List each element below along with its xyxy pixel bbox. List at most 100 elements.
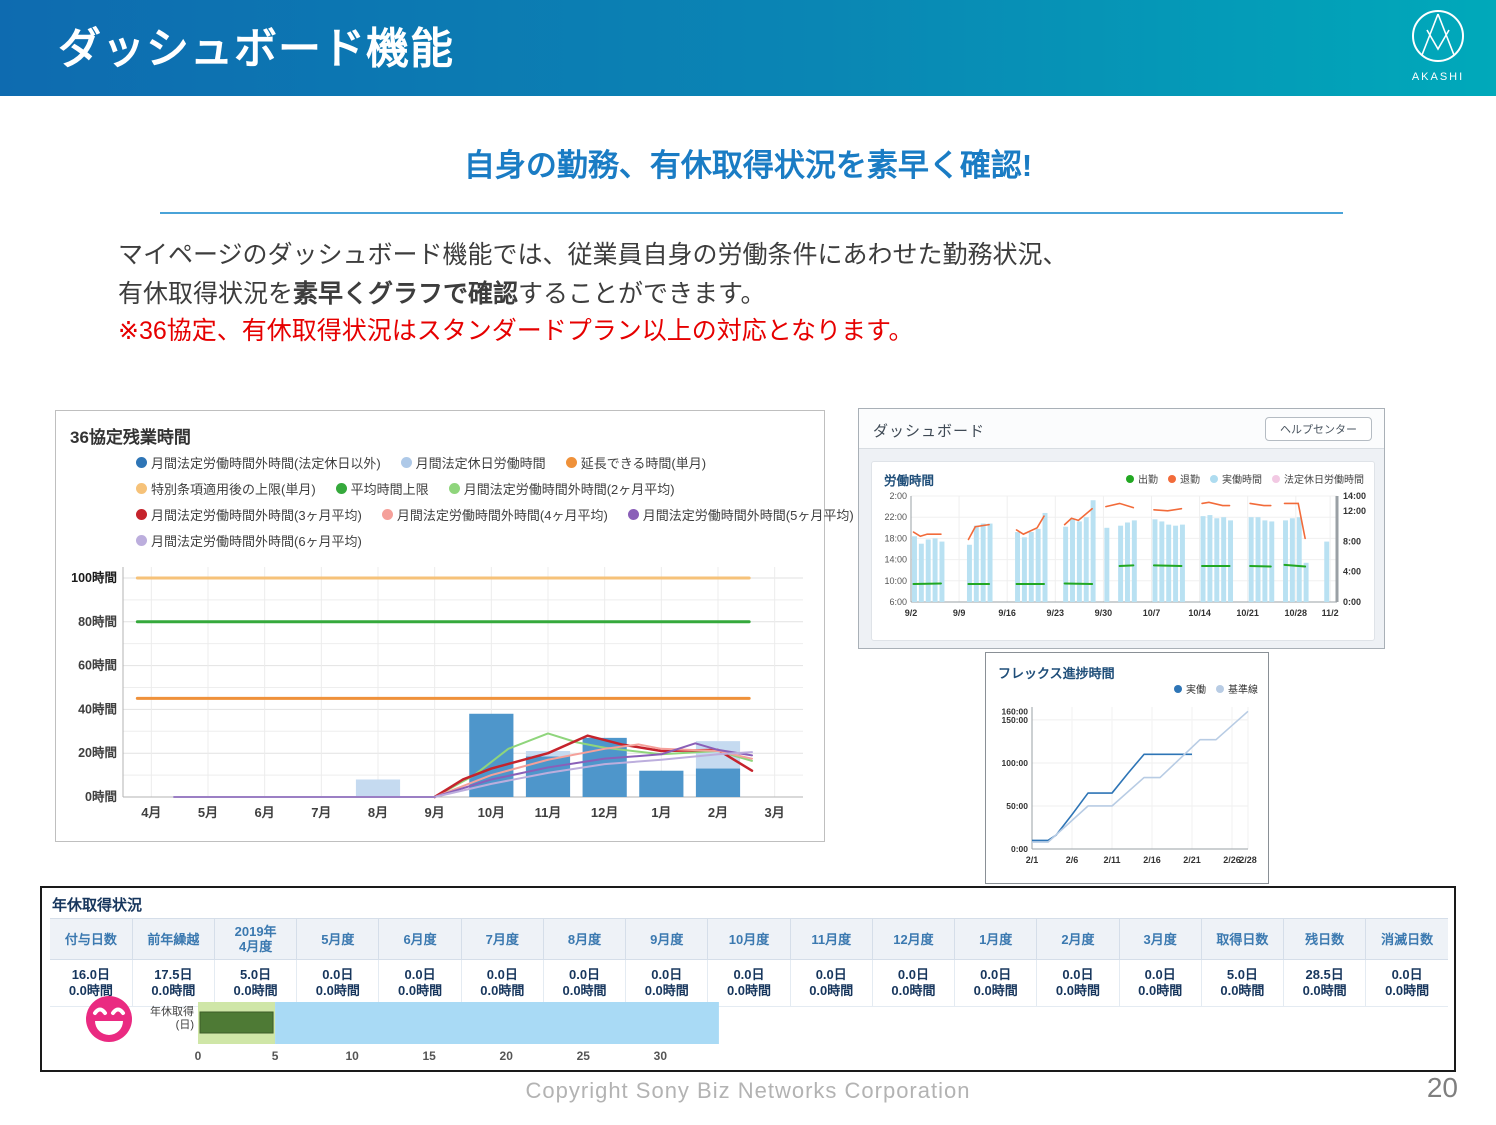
- table-cell: 0.0日 0.0時間: [625, 959, 709, 1007]
- lead-heading: 自身の勤務、有休取得状況を素早く確認!: [463, 148, 1033, 183]
- flex-title: フレックス進捗時間: [998, 666, 1115, 681]
- table-header-cell: 前年繰越: [132, 918, 215, 960]
- legend-label: 出勤: [1138, 475, 1158, 486]
- legend-dot: [1210, 474, 1218, 483]
- legend-dot: [1216, 684, 1224, 693]
- legend-label: 月間法定労働時間外時間(法定休日以外): [151, 456, 381, 471]
- table-header-cell: 1月度: [954, 918, 1038, 960]
- svg-text:15: 15: [422, 1049, 436, 1063]
- dashboard-header: ダッシュボード ヘルプセンター: [859, 409, 1384, 449]
- svg-text:5月: 5月: [198, 805, 218, 820]
- svg-text:160:00: 160:00: [1002, 706, 1029, 716]
- table-header-cell: 12月度: [872, 918, 956, 960]
- legend-dot: [1272, 474, 1280, 483]
- table-header-cell: 10月度: [707, 918, 791, 960]
- svg-text:20: 20: [500, 1049, 514, 1063]
- table-cell: 0.0日 0.0時間: [1036, 959, 1120, 1007]
- intro-line2-bold: 素早くグラフで確認: [293, 280, 519, 308]
- legend-label: 法定休日労働時間: [1284, 475, 1364, 486]
- table-header-cell: 2月度: [1036, 918, 1120, 960]
- svg-text:9/2: 9/2: [905, 608, 918, 618]
- svg-text:12月: 12月: [591, 805, 618, 820]
- table-cell: 0.0日 0.0時間: [1365, 959, 1448, 1007]
- table-cell: 0.0日 0.0時間: [790, 959, 873, 1007]
- table-header-cell: 消滅日数: [1365, 918, 1448, 960]
- flex-legend: 実働 基準線: [1174, 681, 1258, 696]
- legend-dot: [136, 483, 147, 494]
- intro-line1: マイページのダッシュボード機能では、従業員自身の労働条件にあわせた勤務状況、: [118, 241, 1068, 269]
- legend-label: 退勤: [1180, 475, 1200, 486]
- page-number: 20: [1426, 1072, 1458, 1103]
- svg-text:10/7: 10/7: [1143, 608, 1161, 618]
- svg-text:18:00: 18:00: [884, 533, 907, 543]
- gauge-label: 年休取得 (日): [150, 1006, 194, 1031]
- table-cell: 5.0日 0.0時間: [1201, 959, 1285, 1007]
- svg-text:6:00: 6:00: [889, 597, 907, 607]
- intro-line2-pre: 有休取得状況を: [118, 280, 294, 308]
- dashboard-panel: ダッシュボード ヘルプセンター 労働時間 出勤 退勤 実働時間 法定休日労働時間 2:…: [858, 408, 1385, 649]
- intro-paragraph: マイページのダッシュボード機能では、従業員自身の労働条件にあわせた勤務状況、 有休…: [118, 236, 1068, 314]
- legend-item: 平均時間上限: [335, 479, 429, 498]
- smiley-icon: [86, 996, 132, 1042]
- legend-dot: [335, 483, 347, 494]
- legend-item: 月間法定休日労働時間: [400, 453, 546, 472]
- worktime-chart: 2:00 22:00 18:00 14:00 10:00 6:00 14:00 12:00 8:…: [884, 491, 1366, 618]
- worktime-card: 労働時間 出勤 退勤 実働時間 法定休日労働時間 2:00 22:00 18:00 14:0…: [871, 461, 1375, 641]
- legend-item: 月間法定労働時間外時間(6ヶ月平均): [136, 531, 362, 550]
- svg-text:8月: 8月: [368, 805, 388, 820]
- table-cell: 0.0日 0.0時間: [872, 959, 956, 1007]
- svg-text:30: 30: [654, 1049, 668, 1063]
- table-header-cell: 5月度: [296, 918, 380, 960]
- leave-table: 付与日数 前年繰越 2019年 4月度 5月度 6月度 7月度 8月度 9月度 10月度 11月度…: [50, 918, 1448, 1007]
- table-header-cell: 付与日数: [50, 918, 133, 960]
- svg-text:0: 0: [195, 1049, 202, 1063]
- svg-text:6月: 6月: [255, 805, 275, 820]
- legend-row: 月間法定労働時間外時間(6ヶ月平均): [136, 531, 811, 550]
- svg-text:10/14: 10/14: [1188, 608, 1211, 618]
- legend-label: 月間法定休日労働時間: [415, 456, 546, 471]
- svg-text:14:00: 14:00: [884, 555, 907, 565]
- help-center-button[interactable]: ヘルプセンター: [1265, 417, 1372, 441]
- table-header-cell: 残日数: [1283, 918, 1367, 960]
- svg-text:0:00: 0:00: [1343, 597, 1361, 607]
- legend-row: 月間法定労働時間外時間(法定休日以外) 月間法定休日労働時間 延長できる時間(単月): [136, 453, 811, 472]
- legend-item: 法定休日労働時間: [1272, 471, 1364, 486]
- flex-panel: フレックス進捗時間 実働 基準線 0:00 50:00 100:00 150:00 160…: [985, 652, 1269, 884]
- worktime-title: 労働時間: [884, 474, 935, 488]
- svg-text:5: 5: [272, 1049, 279, 1063]
- legend-item: 月間法定労働時間外時間(4ヶ月平均): [381, 505, 608, 524]
- svg-text:10: 10: [345, 1049, 359, 1063]
- table-cell: 0.0日 0.0時間: [954, 959, 1038, 1007]
- svg-text:100時間: 100時間: [71, 570, 117, 585]
- svg-text:9/16: 9/16: [998, 608, 1016, 618]
- svg-text:2/11: 2/11: [1103, 855, 1120, 865]
- legend-item: 実働: [1174, 681, 1206, 696]
- legend-dot: [136, 509, 147, 520]
- legend-dot: [627, 509, 639, 520]
- page-title: ダッシュボード機能: [58, 25, 454, 74]
- table-header-cell: 6月度: [378, 918, 462, 960]
- svg-text:150:00: 150:00: [1002, 715, 1029, 725]
- akashi-logo-text: AKASHI: [1411, 71, 1465, 83]
- copyright: Copyright Sony Biz Networks Corporation: [525, 1078, 971, 1103]
- legend-label: 平均時間上限: [350, 482, 429, 497]
- table-cell: 0.0日 0.0時間: [461, 959, 544, 1007]
- svg-text:10月: 10月: [478, 805, 505, 820]
- svg-text:4月: 4月: [141, 805, 161, 820]
- akashi-logo-icon: [1412, 10, 1464, 62]
- svg-text:10:00: 10:00: [884, 576, 907, 586]
- legend-dot: [1174, 684, 1182, 693]
- legend-item: 特別条項適用後の上限(単月): [136, 479, 316, 498]
- legend-label: 基準線: [1228, 685, 1258, 696]
- legend-item: 月間法定労働時間外時間(5ヶ月平均): [627, 505, 854, 524]
- table-header-cell: 3月度: [1119, 918, 1202, 960]
- dashboard-title: ダッシュボード: [873, 423, 986, 440]
- legend-item: 基準線: [1216, 681, 1258, 696]
- legend-label: 延長できる時間(単月): [580, 456, 707, 471]
- slide-header: ダッシュボード機能 AKASHI: [0, 0, 1496, 96]
- legend-item: 実働時間: [1210, 471, 1262, 486]
- overtime-chart: 0時間 20時間 40時間 60時間 80時間 100時間 4月 5月 6月 7月 8月 9月 10月 1…: [71, 567, 803, 820]
- table-header-cell: 2019年 4月度: [214, 918, 298, 960]
